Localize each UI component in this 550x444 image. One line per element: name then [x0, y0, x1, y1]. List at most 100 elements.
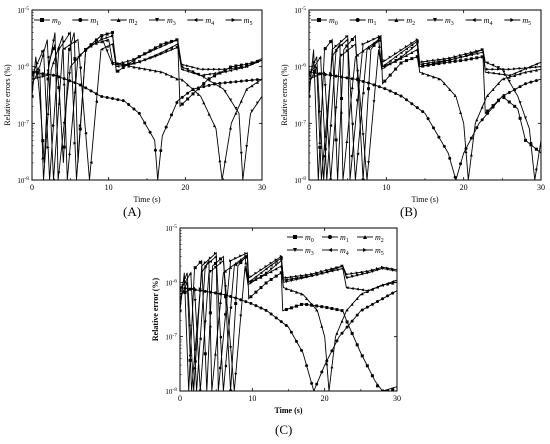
data-point-m0	[68, 47, 72, 51]
data-point-m3	[255, 101, 259, 105]
data-point-m4	[159, 51, 163, 55]
data-point-m3	[249, 281, 253, 285]
data-point-m5	[224, 312, 228, 316]
data-point-m2	[175, 77, 179, 81]
data-point-m5	[335, 265, 339, 269]
legend-marker-m0	[40, 18, 44, 22]
data-point-m4	[127, 62, 131, 66]
data-point-m2	[229, 126, 233, 130]
data-point-m5	[223, 67, 227, 71]
data-point-m3	[234, 107, 238, 111]
data-point-m0	[159, 43, 163, 47]
data-point-m2	[244, 261, 248, 265]
legend-marker-m2	[116, 18, 121, 22]
data-point-m3	[35, 76, 39, 80]
data-point-m1	[386, 294, 390, 298]
legend-label-m5: m5	[375, 246, 384, 257]
data-point-m0	[46, 77, 50, 81]
data-point-m0	[289, 306, 293, 310]
data-point-m2	[513, 73, 517, 77]
data-point-m0	[475, 56, 479, 60]
data-point-m2	[300, 292, 304, 296]
data-point-m5	[193, 366, 197, 370]
legend-marker-m4	[193, 18, 198, 22]
data-point-m5	[244, 251, 248, 255]
data-point-m0	[224, 295, 228, 299]
data-point-m5	[153, 47, 157, 51]
data-point-m1	[164, 125, 168, 129]
data-point-m0	[372, 43, 376, 47]
data-point-m5	[334, 44, 338, 48]
data-point-m4	[432, 60, 436, 64]
data-point-m2	[180, 78, 184, 82]
data-point-m4	[188, 272, 192, 276]
legend-marker-m1	[355, 18, 360, 22]
data-point-m0	[249, 295, 253, 299]
data-point-m3	[57, 171, 61, 175]
data-point-m1	[480, 118, 484, 122]
data-point-m5	[502, 67, 506, 71]
x-tick-label: 10	[105, 183, 113, 192]
data-point-m2	[318, 140, 322, 144]
legend-label-m2: m2	[129, 16, 138, 27]
data-point-m5	[89, 44, 93, 48]
data-point-m5	[312, 60, 316, 64]
legend-label-m5: m5	[522, 16, 531, 27]
data-point-m3	[269, 267, 273, 271]
data-point-m5	[381, 265, 385, 269]
data-point-m5	[518, 66, 522, 70]
data-point-m5	[464, 52, 468, 56]
data-point-m1	[448, 156, 452, 160]
y-tick-label: 10-7	[165, 333, 177, 342]
data-point-m1	[284, 323, 288, 327]
data-point-m2	[137, 66, 141, 70]
data-point-m2	[269, 270, 273, 274]
data-point-m2	[294, 290, 298, 294]
data-point-m1	[442, 144, 446, 148]
data-point-m2	[234, 111, 238, 115]
data-point-m0	[57, 86, 61, 90]
data-point-m4	[153, 53, 157, 57]
data-point-m5	[310, 272, 314, 276]
data-point-m4	[394, 55, 398, 59]
data-point-m3	[41, 75, 45, 79]
data-point-m3	[193, 299, 197, 303]
data-point-m1	[410, 102, 414, 106]
x-axis-label: Time (s)	[274, 406, 302, 415]
data-point-m3	[350, 275, 354, 279]
data-point-m0	[323, 47, 327, 51]
series-line-m4	[180, 255, 397, 391]
data-point-m5	[491, 67, 495, 71]
data-point-m2	[486, 93, 490, 97]
data-point-m3	[212, 82, 216, 86]
data-point-m1	[105, 95, 109, 99]
data-point-m0	[365, 364, 369, 368]
data-point-m3	[224, 285, 228, 289]
y-axis-label: Relative error (%)	[151, 278, 160, 342]
data-point-m3	[207, 78, 211, 82]
data-point-m4	[244, 255, 248, 259]
data-point-m5	[121, 60, 125, 64]
data-point-m1	[394, 91, 398, 95]
data-point-m4	[180, 68, 184, 72]
data-point-m2	[432, 75, 436, 79]
data-point-m4	[274, 260, 278, 264]
data-point-m5	[41, 49, 45, 53]
data-point-m4	[391, 280, 395, 284]
data-point-m5	[269, 261, 273, 265]
series-line-m5	[180, 251, 397, 391]
data-point-m5	[377, 35, 381, 39]
data-point-m2	[289, 288, 293, 292]
data-point-m5	[68, 32, 72, 36]
data-point-m1	[320, 370, 324, 374]
data-point-m4	[507, 73, 511, 77]
y-tick-label: 10-8	[165, 387, 177, 396]
data-point-m1	[196, 86, 200, 90]
data-point-m5	[259, 268, 263, 272]
data-point-m3	[496, 66, 500, 70]
data-point-m5	[84, 48, 88, 52]
data-point-m0	[410, 57, 414, 61]
series-line-m5	[309, 34, 541, 180]
data-point-m3	[502, 70, 506, 74]
data-point-m1	[415, 106, 419, 110]
